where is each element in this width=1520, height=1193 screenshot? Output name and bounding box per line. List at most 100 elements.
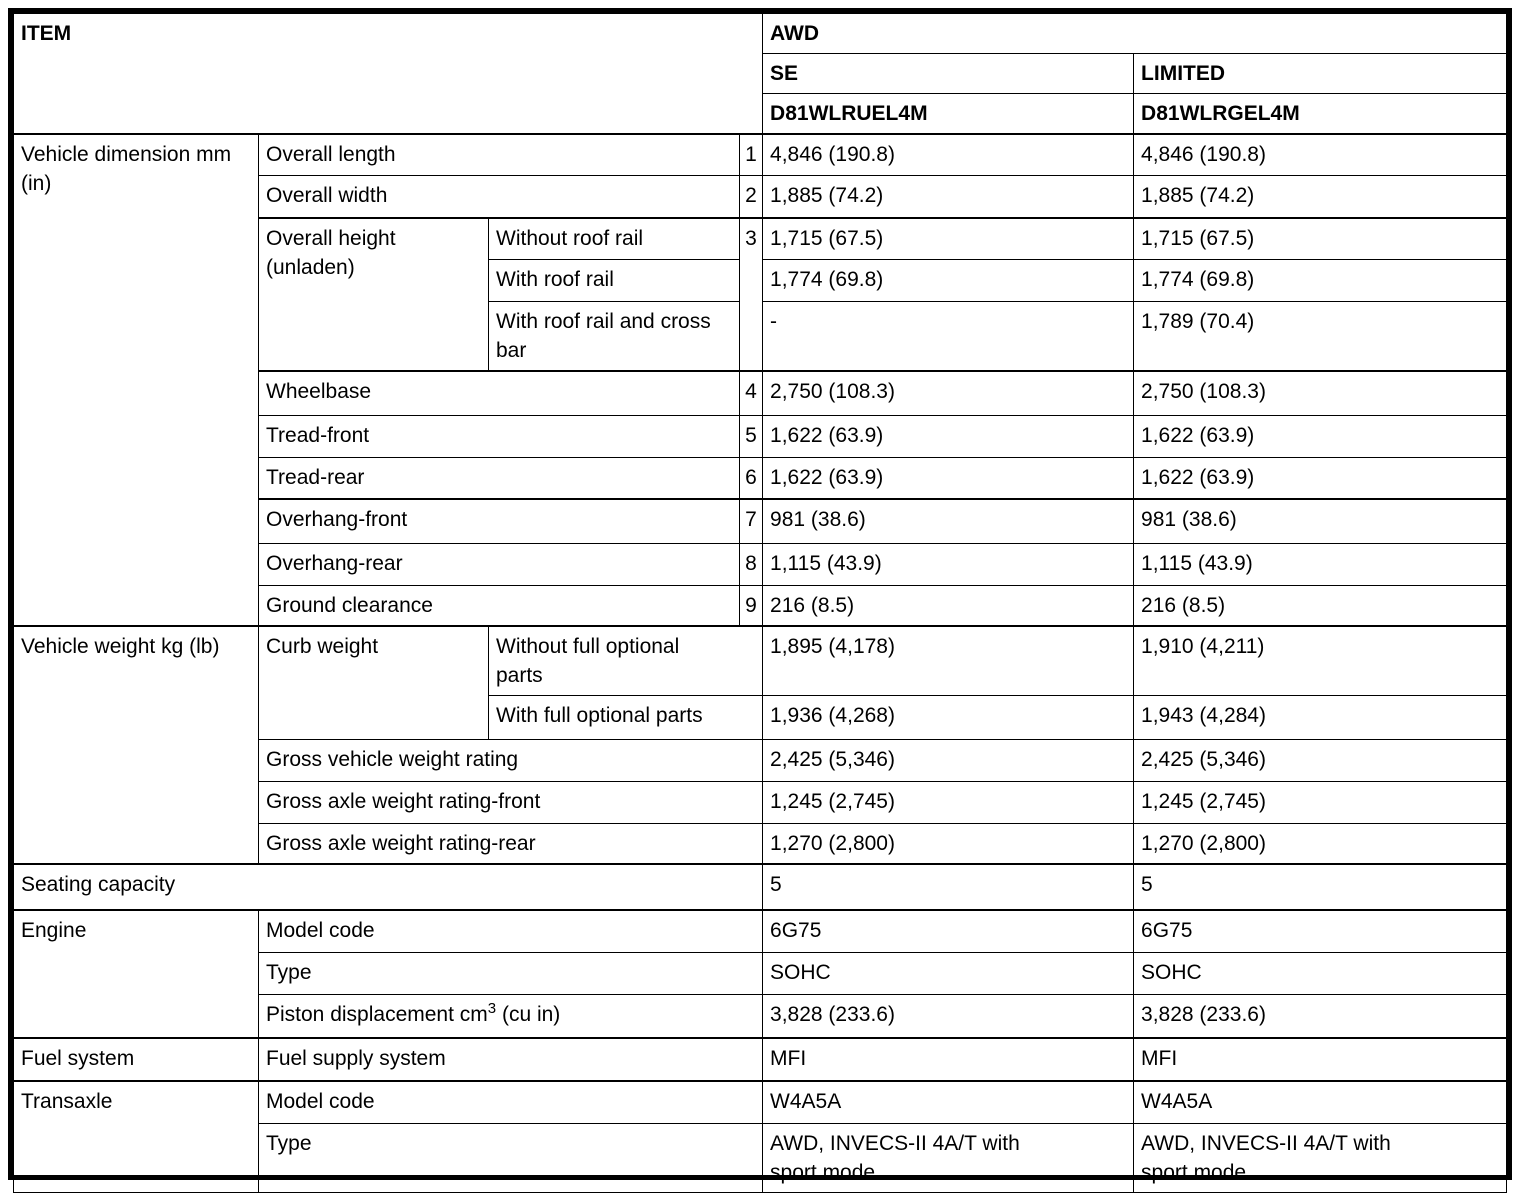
gawr-rear-se-value-cell: 1,270 (2,800)	[762, 823, 1135, 866]
engine-type-label-cell: Type	[257, 951, 764, 995]
gawr-front-se-value-cell: 1,245 (2,745)	[762, 781, 1135, 825]
transaxle-type-label-cell: Type	[257, 1122, 764, 1193]
weight-section-label-cell: Vehicle weight kg (lb)	[13, 624, 259, 865]
engine-model-code-label-cell: Model code	[257, 909, 764, 953]
transaxle-type-limited-value-cell: AWD, INVECS-II 4A/T with sport mode	[1133, 1122, 1507, 1193]
gawr-front-label-cell: Gross axle weight rating-front	[257, 781, 764, 825]
overhang-rear-limited-value-cell: 1,115 (43.9)	[1133, 542, 1507, 586]
with-roof-rail-cross-bar-se-value-cell: -	[762, 301, 1135, 373]
fuel-supply-limited-value-cell: MFI	[1133, 1037, 1507, 1083]
dimension-section-label-cell: Vehicle dimension mm (in)	[13, 132, 259, 627]
table-row: Wheelbase 4 2,750 (108.3) 2,750 (108.3)	[14, 370, 1507, 416]
tread-front-num-cell: 5	[738, 414, 764, 458]
fuel-supply-label-cell: Fuel supply system	[257, 1037, 764, 1083]
overhang-front-num-cell: 7	[738, 498, 764, 544]
transaxle-type-se-value-cell: AWD, INVECS-II 4A/T with sport mode	[762, 1122, 1135, 1193]
overall-height-num-cell: 3	[738, 216, 764, 372]
trim-limited-header-cell: LIMITED	[1133, 52, 1507, 94]
tread-front-se-value-cell: 1,622 (63.9)	[762, 414, 1135, 458]
gvwr-label-cell: Gross vehicle weight rating	[257, 739, 764, 783]
piston-displacement-label-pre: Piston displacement cm	[266, 1002, 488, 1026]
curb-weight-label-cell: Curb weight	[258, 624, 489, 741]
piston-displacement-label-post: (cu in)	[501, 1002, 561, 1026]
drivetrain-header-cell: AWD	[762, 13, 1507, 54]
table-row: Ground clearance 9 216 (8.5) 216 (8.5)	[14, 584, 1507, 627]
gawr-rear-label-cell: Gross axle weight rating-rear	[257, 823, 764, 866]
transaxle-model-code-label-cell: Model code	[257, 1080, 764, 1124]
tread-front-limited-value-cell: 1,622 (63.9)	[1133, 414, 1507, 458]
with-roof-rail-se-value-cell: 1,774 (69.8)	[762, 259, 1135, 303]
engine-model-code-limited-value-cell: 6G75	[1133, 909, 1507, 953]
wheelbase-label-cell: Wheelbase	[258, 370, 740, 416]
overhang-rear-se-value-cell: 1,115 (43.9)	[762, 542, 1135, 586]
vehicle-specifications-table: ITEM AWD SE LIMITED D81WLRUEL4M D81WLRGE…	[12, 12, 1507, 1193]
transaxle-model-code-se-value-cell: W4A5A	[762, 1080, 1135, 1124]
overall-length-se-value-cell: 4,846 (190.8)	[762, 132, 1135, 177]
piston-displacement-se-value-cell: 3,828 (233.6)	[762, 993, 1135, 1040]
ground-clearance-num-cell: 9	[738, 584, 764, 627]
gvwr-se-value-cell: 2,425 (5,346)	[762, 739, 1135, 783]
with-roof-rail-limited-value-cell: 1,774 (69.8)	[1133, 259, 1507, 303]
ground-clearance-se-value-cell: 216 (8.5)	[762, 584, 1135, 627]
curb-weight-without-optional-label-cell: Without full optional parts	[487, 624, 764, 697]
overhang-front-label-cell: Overhang-front	[258, 498, 740, 544]
tread-rear-se-value-cell: 1,622 (63.9)	[762, 456, 1135, 501]
curb-weight-with-optional-limited-value-cell: 1,943 (4,284)	[1133, 695, 1507, 741]
item-header-cell: ITEM	[12, 12, 764, 135]
table-row: Transaxle Model code W4A5A W4A5A	[13, 1080, 1507, 1193]
transaxle-section-label-cell: Transaxle	[13, 1080, 259, 1193]
table-row: Vehicle dimension mm (in) Overall length…	[13, 132, 1507, 627]
table-row: Gross vehicle weight rating 2,425 (5,346…	[14, 739, 1507, 783]
fuel-section-label-cell: Fuel system	[13, 1037, 259, 1083]
table-row: Tread-front 5 1,622 (63.9) 1,622 (63.9)	[14, 414, 1507, 458]
table-row: Type AWD, INVECS-II 4A/T with sport mode…	[14, 1122, 1507, 1193]
seating-capacity-limited-value-cell: 5	[1133, 863, 1507, 912]
table-row: Piston displacement cm3 (cu in) 3,828 (2…	[14, 993, 1507, 1040]
piston-displacement-label-cell: Piston displacement cm3 (cu in)	[257, 993, 764, 1040]
ground-clearance-limited-value-cell: 216 (8.5)	[1133, 584, 1507, 627]
curb-weight-with-optional-se-value-cell: 1,936 (4,268)	[762, 695, 1135, 741]
trim-se-header-cell: SE	[762, 52, 1135, 94]
overall-width-se-value-cell: 1,885 (74.2)	[762, 175, 1135, 219]
piston-displacement-label-sup: 3	[487, 999, 497, 1017]
piston-displacement-limited-value-cell: 3,828 (233.6)	[1133, 993, 1507, 1040]
engine-type-limited-value-cell: SOHC	[1133, 951, 1507, 995]
model-code-limited-header-cell: D81WLRGEL4M	[1133, 92, 1507, 135]
table-row: Seating capacity 5 5	[12, 863, 1507, 912]
wheelbase-num-cell: 4	[738, 370, 764, 416]
seating-capacity-label-cell: Seating capacity	[12, 863, 764, 912]
tread-rear-limited-value-cell: 1,622 (63.9)	[1133, 456, 1507, 501]
model-code-se-header-cell: D81WLRUEL4M	[762, 92, 1135, 135]
overhang-front-limited-value-cell: 981 (38.6)	[1133, 498, 1507, 544]
without-roof-rail-se-value-cell: 1,715 (67.5)	[762, 216, 1135, 261]
with-roof-rail-cross-bar-limited-value-cell: 1,789 (70.4)	[1133, 301, 1507, 373]
table-row: Engine Model code 6G75 6G75	[13, 909, 1507, 1039]
header-row-trims: SE LIMITED	[14, 52, 1507, 94]
wheelbase-limited-value-cell: 2,750 (108.3)	[1133, 370, 1507, 416]
spec-table-frame: ITEM AWD SE LIMITED D81WLRUEL4M D81WLRGE…	[8, 8, 1512, 1193]
with-roof-rail-cross-bar-label-cell: With roof rail and cross bar	[488, 301, 740, 373]
table-row: Gross axle weight rating-rear 1,270 (2,8…	[14, 823, 1507, 866]
curb-weight-without-optional-limited-value-cell: 1,910 (4,211)	[1133, 624, 1507, 697]
overhang-rear-label-cell: Overhang-rear	[258, 542, 740, 586]
table-row: Tread-rear 6 1,622 (63.9) 1,622 (63.9)	[14, 456, 1507, 501]
table-row: Vehicle weight kg (lb) Curb weight Witho…	[13, 624, 1507, 865]
tread-rear-num-cell: 6	[738, 456, 764, 501]
header-row-model-codes: D81WLRUEL4M D81WLRGEL4M	[14, 92, 1507, 135]
engine-model-code-se-value-cell: 6G75	[762, 909, 1135, 953]
overall-height-label-cell: Overall height (unladen)	[258, 216, 489, 372]
tread-rear-label-cell: Tread-rear	[258, 456, 740, 501]
fuel-supply-se-value-cell: MFI	[762, 1037, 1135, 1083]
table-row: Gross axle weight rating-front 1,245 (2,…	[14, 781, 1507, 825]
ground-clearance-label-cell: Ground clearance	[258, 584, 740, 627]
table-row: With roof rail 1,774 (69.8) 1,774 (69.8)	[14, 259, 1507, 303]
table-row: Overall width 2 1,885 (74.2) 1,885 (74.2…	[14, 175, 1507, 219]
overall-width-label-cell: Overall width	[258, 175, 740, 219]
engine-section-label-cell: Engine	[13, 909, 259, 1039]
tread-front-label-cell: Tread-front	[258, 414, 740, 458]
overall-length-limited-value-cell: 4,846 (190.8)	[1133, 132, 1507, 177]
overall-width-num-cell: 2	[738, 175, 764, 219]
gawr-rear-limited-value-cell: 1,270 (2,800)	[1133, 823, 1507, 866]
curb-weight-without-optional-se-value-cell: 1,895 (4,178)	[762, 624, 1135, 697]
overall-length-num-cell: 1	[738, 132, 764, 177]
